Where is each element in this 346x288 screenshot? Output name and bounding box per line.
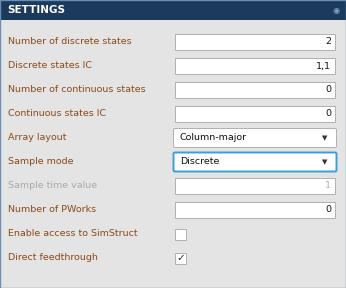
Bar [175, 202, 335, 218]
Bar [175, 82, 335, 98]
Text: 2: 2 [325, 37, 331, 46]
Text: Sample time value: Sample time value [8, 181, 97, 190]
Text: Enable access to SimStruct: Enable access to SimStruct [8, 230, 138, 238]
Bar [175, 58, 335, 74]
Text: Number of continuous states: Number of continuous states [8, 86, 146, 94]
Text: 0: 0 [325, 86, 331, 94]
Text: ▼: ▼ [322, 135, 328, 141]
Text: Sample mode: Sample mode [8, 158, 73, 166]
Text: Column-major: Column-major [180, 134, 247, 143]
FancyBboxPatch shape [173, 128, 337, 147]
Text: 1: 1 [325, 181, 331, 190]
Text: Continuous states IC: Continuous states IC [8, 109, 106, 118]
Text: 1,1: 1,1 [316, 62, 331, 71]
Bar [175, 253, 186, 264]
FancyBboxPatch shape [173, 153, 337, 171]
Text: Direct feedthrough: Direct feedthrough [8, 253, 98, 262]
Bar [175, 106, 335, 122]
Bar [175, 178, 335, 194]
Bar [175, 228, 186, 240]
Bar [0, 0, 346, 20]
Text: Discrete: Discrete [180, 158, 219, 166]
Text: ◉: ◉ [333, 5, 340, 14]
Text: Discrete states IC: Discrete states IC [8, 62, 92, 71]
Text: ▼: ▼ [322, 159, 328, 165]
Text: Array layout: Array layout [8, 134, 66, 143]
Bar [175, 34, 335, 50]
Text: SETTINGS: SETTINGS [7, 5, 65, 15]
Text: 0: 0 [325, 109, 331, 118]
Text: Number of discrete states: Number of discrete states [8, 37, 131, 46]
Text: Number of PWorks: Number of PWorks [8, 206, 96, 215]
Text: ✓: ✓ [176, 253, 185, 264]
Text: 0: 0 [325, 206, 331, 215]
